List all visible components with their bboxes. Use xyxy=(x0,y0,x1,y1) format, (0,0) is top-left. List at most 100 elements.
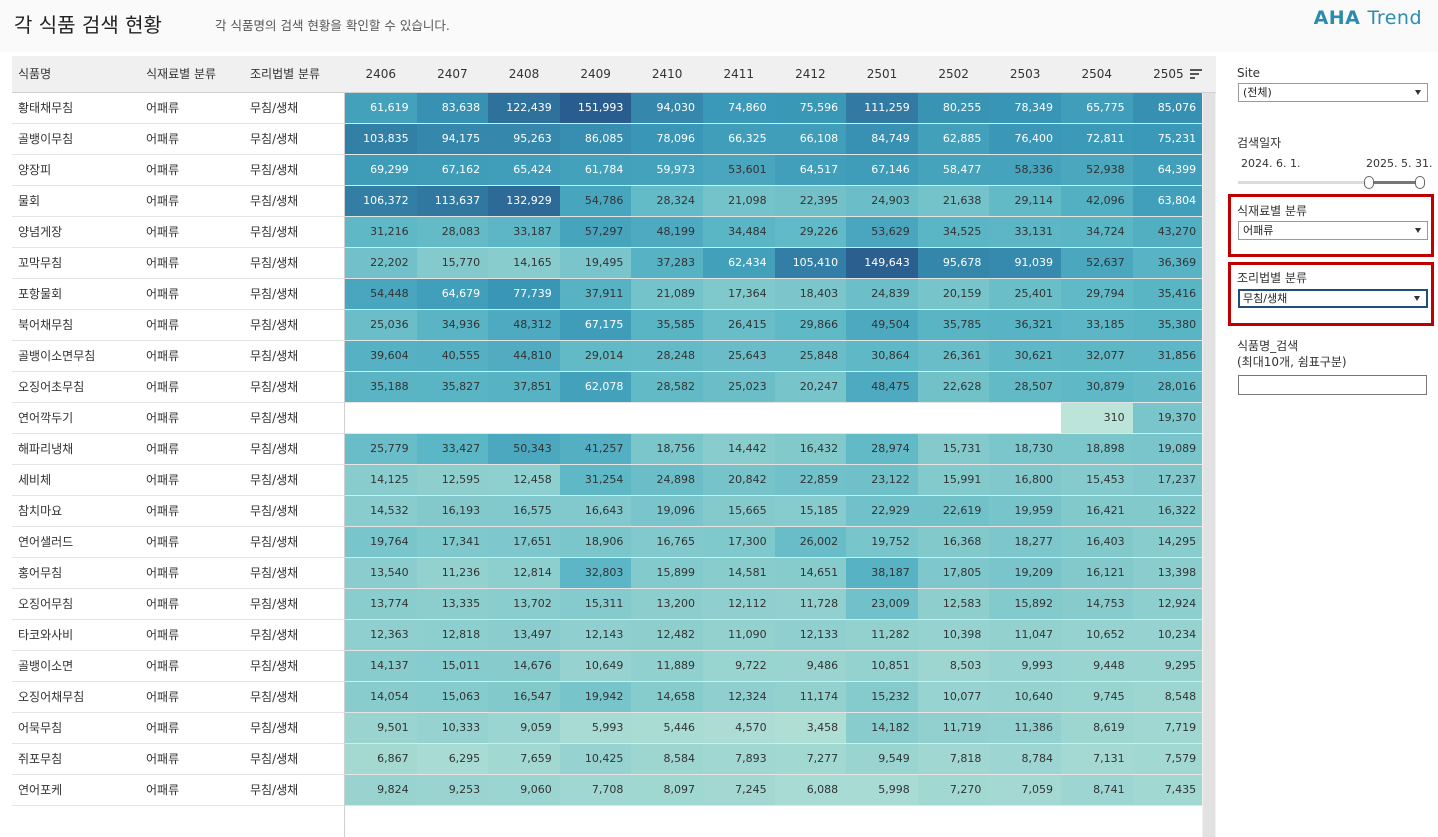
value-cell[interactable]: 13,540 xyxy=(345,558,417,588)
value-cell[interactable]: 28,248 xyxy=(631,341,703,371)
value-cell[interactable]: 62,078 xyxy=(559,372,632,402)
table-row[interactable]: 골뱅이소면 어패류 무침/생채 14,137 15,011 14,676 10,649 11,… xyxy=(12,651,1205,682)
value-cell[interactable]: 18,730 xyxy=(989,434,1061,464)
table-row[interactable]: 물회 어패류 무침/생채 106,372 113,637 132,929 54,786 28,… xyxy=(12,186,1205,217)
value-cell[interactable]: 18,756 xyxy=(631,434,703,464)
column-header-month[interactable]: 2408 xyxy=(508,67,540,81)
value-cell[interactable]: 16,403 xyxy=(1061,527,1133,557)
table-row[interactable]: 해파리냉채 어패류 무침/생채 25,779 33,427 50,343 41,257 18,… xyxy=(12,434,1205,465)
value-cell[interactable]: 11,236 xyxy=(416,558,489,588)
value-cell[interactable]: 25,036 xyxy=(345,310,417,340)
value-cell[interactable]: 16,368 xyxy=(917,527,990,557)
value-cell[interactable]: 7,893 xyxy=(703,744,775,774)
value-cell[interactable]: 9,059 xyxy=(488,713,560,743)
value-cell[interactable]: 7,818 xyxy=(917,744,990,774)
value-cell[interactable]: 41,257 xyxy=(559,434,632,464)
value-cell[interactable]: 67,175 xyxy=(559,310,632,340)
value-cell[interactable]: 11,174 xyxy=(774,682,847,712)
value-cell[interactable]: 43,270 xyxy=(1132,217,1205,247)
value-cell[interactable]: 35,188 xyxy=(345,372,417,402)
value-cell[interactable]: 74,860 xyxy=(703,93,775,123)
value-cell[interactable] xyxy=(703,403,775,433)
value-cell[interactable]: 111,259 xyxy=(846,93,918,123)
value-cell[interactable]: 9,253 xyxy=(416,775,489,805)
value-cell[interactable]: 35,827 xyxy=(416,372,489,402)
value-cell[interactable]: 103,835 xyxy=(345,124,417,154)
table-row[interactable]: 오징어초무침 어패류 무침/생채 35,188 35,827 37,851 62,078 28… xyxy=(12,372,1205,403)
value-cell[interactable]: 57,297 xyxy=(559,217,632,247)
value-cell[interactable]: 8,548 xyxy=(1132,682,1205,712)
table-row[interactable]: 골뱅이무침 어패류 무침/생채 103,835 94,175 95,263 86,085 78… xyxy=(12,124,1205,155)
value-cell[interactable]: 19,764 xyxy=(345,527,417,557)
value-cell[interactable]: 10,425 xyxy=(559,744,632,774)
value-cell[interactable]: 64,679 xyxy=(416,279,489,309)
value-cell[interactable]: 14,165 xyxy=(488,248,560,278)
value-cell[interactable]: 5,993 xyxy=(559,713,632,743)
column-header-method[interactable]: 조리법별 분류 xyxy=(250,67,321,81)
value-cell[interactable]: 24,839 xyxy=(846,279,918,309)
value-cell[interactable]: 37,911 xyxy=(559,279,632,309)
value-cell[interactable]: 34,936 xyxy=(416,310,489,340)
value-cell[interactable]: 25,023 xyxy=(703,372,775,402)
value-cell[interactable]: 19,370 xyxy=(1132,403,1205,433)
value-cell[interactable]: 54,448 xyxy=(345,279,417,309)
value-cell[interactable]: 84,749 xyxy=(846,124,918,154)
value-cell[interactable]: 17,651 xyxy=(488,527,560,557)
value-cell[interactable] xyxy=(917,403,990,433)
value-cell[interactable]: 10,398 xyxy=(917,620,990,650)
value-cell[interactable]: 15,770 xyxy=(416,248,489,278)
value-cell[interactable]: 13,335 xyxy=(416,589,489,619)
value-cell[interactable]: 15,991 xyxy=(917,465,990,495)
value-cell[interactable]: 10,649 xyxy=(559,651,632,681)
value-cell[interactable]: 72,811 xyxy=(1061,124,1133,154)
value-cell[interactable]: 30,621 xyxy=(989,341,1061,371)
value-cell[interactable]: 67,146 xyxy=(846,155,918,185)
value-cell[interactable]: 33,185 xyxy=(1061,310,1133,340)
value-cell[interactable] xyxy=(416,403,489,433)
value-cell[interactable]: 19,495 xyxy=(559,248,632,278)
value-cell[interactable]: 25,848 xyxy=(774,341,847,371)
value-cell[interactable] xyxy=(989,403,1061,433)
ingredient-select[interactable]: 어패류 xyxy=(1238,221,1428,240)
value-cell[interactable]: 29,014 xyxy=(559,341,632,371)
table-row[interactable]: 참치마요 어패류 무침/생채 14,532 16,193 16,575 16,643 19,0… xyxy=(12,496,1205,527)
value-cell[interactable]: 14,753 xyxy=(1061,589,1133,619)
value-cell[interactable]: 14,295 xyxy=(1132,527,1205,557)
value-cell[interactable]: 310 xyxy=(1061,403,1133,433)
table-row[interactable]: 골뱅이소면무침 어패류 무침/생채 39,604 40,555 44,810 29,014 2… xyxy=(12,341,1205,372)
value-cell[interactable]: 8,741 xyxy=(1061,775,1133,805)
value-cell[interactable]: 20,842 xyxy=(703,465,775,495)
table-row[interactable]: 오징어무침 어패류 무침/생채 13,774 13,335 13,702 15,311 13,… xyxy=(12,589,1205,620)
value-cell[interactable]: 95,263 xyxy=(488,124,560,154)
value-cell[interactable]: 15,892 xyxy=(989,589,1061,619)
value-cell[interactable]: 34,484 xyxy=(703,217,775,247)
value-cell[interactable]: 12,143 xyxy=(559,620,632,650)
value-cell[interactable]: 28,507 xyxy=(989,372,1061,402)
value-cell[interactable]: 13,702 xyxy=(488,589,560,619)
value-cell[interactable]: 24,898 xyxy=(631,465,703,495)
value-cell[interactable]: 17,364 xyxy=(703,279,775,309)
column-header-month[interactable]: 2503 xyxy=(1009,67,1041,81)
value-cell[interactable]: 6,088 xyxy=(774,775,847,805)
value-cell[interactable]: 34,724 xyxy=(1061,217,1133,247)
value-cell[interactable]: 10,652 xyxy=(1061,620,1133,650)
value-cell[interactable]: 19,752 xyxy=(846,527,918,557)
value-cell[interactable]: 17,805 xyxy=(917,558,990,588)
value-cell[interactable]: 14,651 xyxy=(774,558,847,588)
value-cell[interactable]: 4,570 xyxy=(703,713,775,743)
value-cell[interactable]: 149,643 xyxy=(846,248,918,278)
value-cell[interactable]: 14,182 xyxy=(846,713,918,743)
value-cell[interactable]: 78,096 xyxy=(631,124,703,154)
value-cell[interactable]: 75,231 xyxy=(1132,124,1205,154)
value-cell[interactable]: 20,159 xyxy=(917,279,990,309)
value-cell[interactable]: 12,112 xyxy=(703,589,775,619)
value-cell[interactable]: 91,039 xyxy=(989,248,1061,278)
value-cell[interactable]: 14,137 xyxy=(345,651,417,681)
value-cell[interactable]: 35,785 xyxy=(917,310,990,340)
value-cell[interactable]: 11,889 xyxy=(631,651,703,681)
value-cell[interactable]: 21,098 xyxy=(703,186,775,216)
column-header-month[interactable]: 2409 xyxy=(580,67,611,81)
value-cell[interactable]: 31,856 xyxy=(1132,341,1205,371)
value-cell[interactable]: 9,448 xyxy=(1061,651,1133,681)
value-cell[interactable]: 12,818 xyxy=(416,620,489,650)
